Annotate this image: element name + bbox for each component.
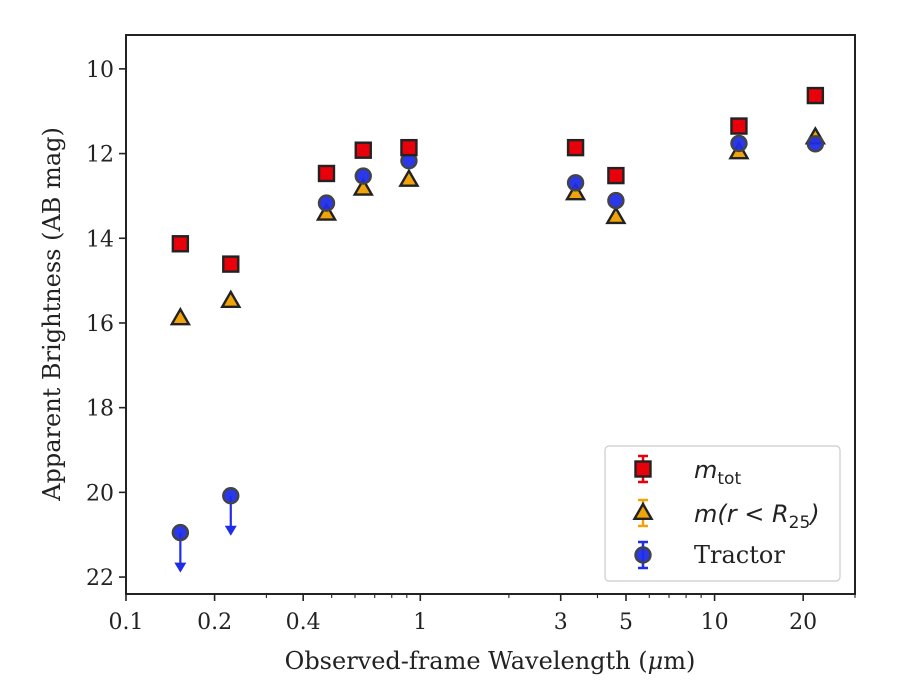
x-tick-label-3: 1 (413, 610, 427, 635)
y-tick-label-6: 22 (86, 566, 114, 591)
legend-label-mr25: m(r < R25) (694, 500, 820, 533)
mr25-point-0 (169, 306, 191, 326)
mtot-point-3 (354, 141, 372, 159)
legend-markers (632, 454, 654, 570)
mr25-point-2 (315, 202, 338, 221)
mr25-point-3 (352, 177, 374, 196)
y-tick-label-2: 14 (86, 227, 114, 252)
y-tick-label-4: 18 (86, 397, 114, 422)
y-tick-label-3: 16 (86, 312, 114, 337)
mr25-point-4 (398, 168, 420, 187)
mr25-point-5 (564, 181, 587, 201)
tractor-point-0 (171, 523, 190, 542)
legend-label-tractor: Tractor (694, 541, 785, 569)
legend-marker-0 (634, 460, 652, 478)
legend-label-mr25-sub: 25 (789, 513, 811, 533)
y-tick-label-0: 10 (86, 58, 114, 83)
tractor-point-5 (566, 174, 585, 192)
mtot-point-4 (400, 138, 418, 157)
x-tick-label-6: 10 (701, 610, 729, 635)
legend-label-mtot-main: m (694, 456, 717, 484)
x-tick-label-5: 5 (619, 610, 633, 635)
mtot-point-8 (806, 86, 825, 105)
data-marks (169, 86, 826, 573)
legend-box (604, 445, 841, 582)
mtot-point-5 (566, 138, 585, 157)
x-axis-title-mu: μ (648, 647, 664, 675)
legend-marker-2 (634, 546, 652, 564)
y-axis-title: Apparent Brightness (AB mag) (38, 127, 66, 502)
mtot-point-7 (730, 117, 748, 135)
x-tick-label-0: 0.1 (109, 610, 144, 635)
x-tick-label-4: 3 (554, 610, 568, 635)
y-tick-label-1: 12 (86, 143, 114, 168)
legend-label-mr25-tail: ) (808, 500, 819, 528)
legend-label-mtot: mtot (694, 456, 741, 489)
x-axis-title-text: Observed-frame Wavelength ( (285, 647, 648, 675)
mtot-point-1 (222, 255, 240, 273)
mr25-point-1 (220, 289, 242, 308)
tractor-point-8 (806, 135, 825, 153)
x-axis-title-tail: m) (663, 647, 695, 675)
y-tick-label-5: 20 (86, 481, 114, 506)
mtot-point-2 (317, 164, 336, 183)
tractor-point-3 (354, 167, 372, 185)
legend-label-mtot-sub: tot (717, 469, 741, 489)
legend-label-mr25-main: m(r < R (694, 500, 789, 528)
mtot-point-6 (607, 166, 625, 185)
axis-ticks: 0.1 0.2 0.4 1 3 5 10 20 10 12 14 16 18 20 22 (86, 58, 856, 635)
legend: mtot m(r < R25) Tractor (604, 445, 841, 582)
mtot-point-0 (171, 235, 190, 253)
tractor-point-2 (317, 194, 336, 212)
tractor-point-1 (222, 487, 240, 505)
plot-frame (125, 34, 856, 595)
x-axis-title: Observed-frame Wavelength (μm) (285, 647, 696, 675)
tractor-point-7 (730, 134, 748, 153)
tractor-limit-arrowhead-1 (224, 525, 237, 536)
tractor-limit-arrowhead-0 (174, 562, 187, 573)
tractor-point-6 (607, 191, 625, 210)
x-tick-label-1: 0.2 (197, 610, 232, 635)
x-tick-label-2: 0.4 (286, 610, 321, 635)
legend-marker-1 (632, 501, 654, 521)
mr25-point-6 (605, 205, 627, 225)
x-tick-label-7: 20 (789, 610, 817, 635)
